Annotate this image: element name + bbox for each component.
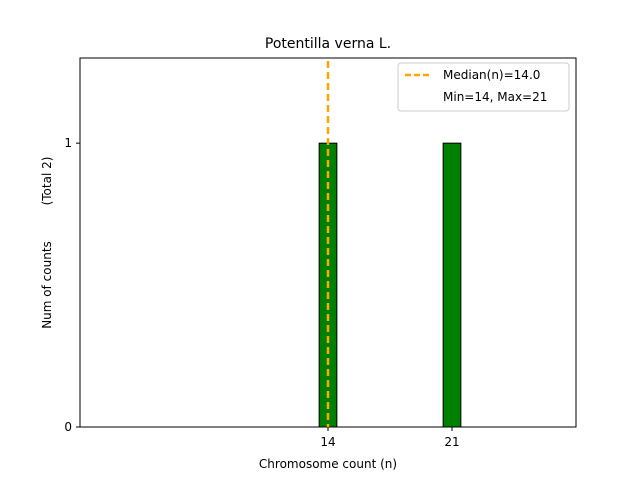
- legend-box: [397, 62, 570, 112]
- y-axis-total-label: (Total 2): [40, 157, 54, 206]
- legend: Median(n)=14.0 Min=14, Max=21: [397, 62, 570, 112]
- bar-21: [442, 142, 462, 428]
- y-tick-label-0: 0: [64, 420, 72, 434]
- y-axis-label: Num of counts: [40, 241, 54, 329]
- chart-title: Potentilla verna L.: [265, 36, 391, 52]
- legend-median-label: Median(n)=14.0: [443, 68, 540, 82]
- x-tick-label-21: 21: [444, 435, 459, 449]
- legend-range-label: Min=14, Max=21: [443, 90, 547, 104]
- plot-layer: 14 21 0 1: [64, 57, 577, 449]
- x-axis-label: Chromosome count (n): [259, 457, 397, 471]
- y-tick-label-1: 1: [64, 136, 72, 150]
- x-tick-label-14: 14: [320, 435, 335, 449]
